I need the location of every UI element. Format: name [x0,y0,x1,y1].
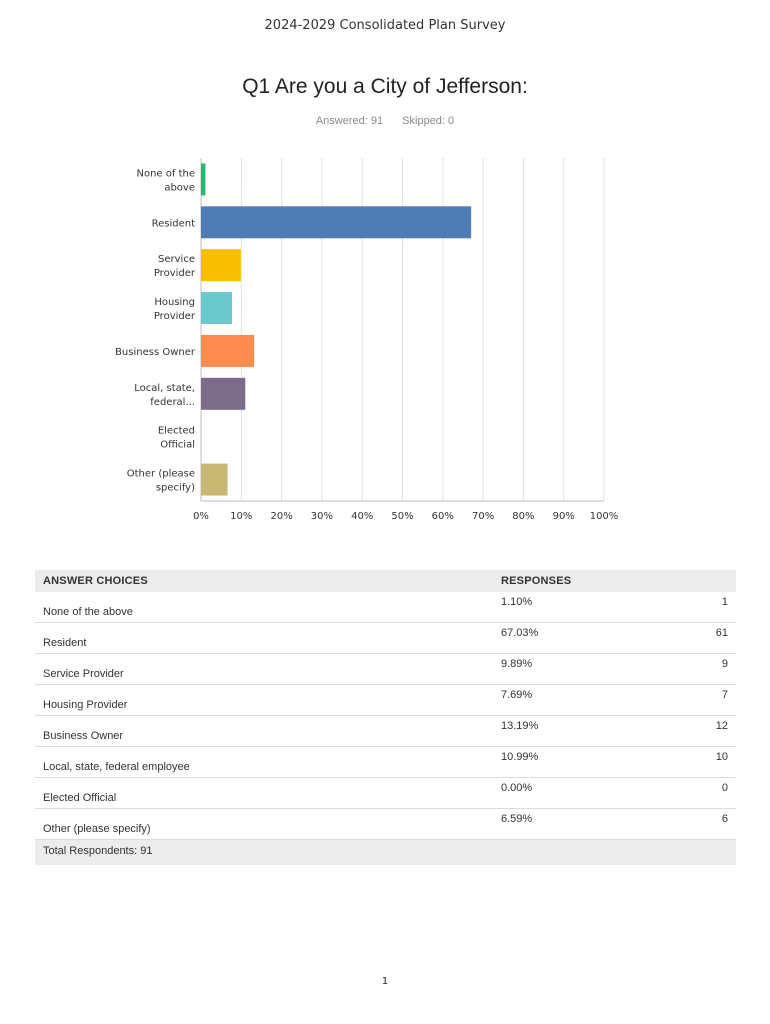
answer-choice-cell: Housing Provider [35,684,493,716]
category-label: Business Owner [115,347,196,358]
response-percent-cell: 67.03% [493,622,652,654]
response-percent-cell: 0.00% [493,777,652,809]
responses-header: RESPONSES [493,570,736,592]
response-count-cell: 10 [651,746,736,778]
x-tick-label: 40% [351,511,373,522]
bar-7 [201,463,228,496]
bar-5 [201,377,246,410]
category-label: Housing Provider [154,297,196,322]
table-header-row: ANSWER CHOICES RESPONSES [35,570,736,592]
response-percent-cell: 9.89% [493,653,652,685]
table-row: Business Owner 13.19% 12 [35,715,736,747]
answer-choice-cell: Other (please specify) [35,808,493,840]
table-row: Resident 67.03% 61 [35,622,736,654]
x-tick-label: 60% [432,511,454,522]
response-count-cell: 6 [651,808,736,840]
x-tick-label: 100% [590,511,619,522]
response-bar-chart: None of the above Resident Service Provider H… [115,158,618,522]
chart-x-tick-labels: 0% 10% 20% 30% 40% 50% 60% 70% 80% 90% 100% [193,511,618,522]
response-percent-cell: 10.99% [493,746,652,778]
table-row: Elected Official 0.00% 0 [35,777,736,809]
answers-table: ANSWER CHOICES RESPONSES None of the abo… [35,570,736,865]
category-label: Elected Official [158,426,195,451]
response-count-cell: 12 [651,715,736,747]
chart-bars [201,163,472,496]
question-stats: Answered: 91 Skipped: 0 [0,115,770,127]
answer-choice-cell: Local, state, federal employee [35,746,493,778]
bar-3 [201,292,232,325]
response-percent-cell: 1.10% [493,592,652,623]
total-respondents-row: Total Respondents: 91 [35,839,736,865]
answer-choice-cell: Business Owner [35,715,493,747]
x-tick-label: 70% [472,511,494,522]
table-row: None of the above 1.10% 1 [35,592,736,623]
bar-2 [201,249,241,282]
table-row: Service Provider 9.89% 9 [35,653,736,685]
document-header: 2024-2029 Consolidated Plan Survey [264,18,506,33]
page-number: 1 [381,976,389,987]
chart-category-labels: None of the above Resident Service Provider H… [115,168,196,493]
total-respondents-label: Total Respondents: 91 [35,839,493,865]
response-percent-cell: 13.19% [493,715,652,747]
response-count-cell: 7 [651,684,736,716]
answer-choices-header: ANSWER CHOICES [35,570,493,592]
skipped-count: Skipped: 0 [402,115,455,127]
x-tick-label: 10% [230,511,252,522]
category-label: Resident [152,218,195,229]
x-tick-label: 30% [311,511,333,522]
response-percent-cell: 6.59% [493,808,652,840]
category-label: Other (please specify) [127,469,195,494]
response-percent-cell: 7.69% [493,684,652,716]
x-tick-label: 50% [391,511,413,522]
table-row: Housing Provider 7.69% 7 [35,684,736,716]
category-label: None of the above [137,168,196,193]
total-respondents-spacer [493,839,736,865]
category-label: Service Provider [154,254,196,279]
bar-1 [201,206,472,239]
answer-choice-cell: Resident [35,622,493,654]
table-row: Local, state, federal employee 10.99% 10 [35,746,736,778]
response-count-cell: 9 [651,653,736,685]
x-tick-label: 20% [270,511,292,522]
question-title: Q1 Are you a City of Jefferson: [242,75,528,98]
bar-4 [201,334,255,367]
response-count-cell: 0 [651,777,736,809]
category-label: Local, state, federal... [134,383,195,408]
answer-choice-cell: Elected Official [35,777,493,809]
bar-0 [201,163,206,196]
answered-count: Answered: 91 [315,115,384,127]
x-tick-label: 0% [193,511,209,522]
answer-choice-cell: None of the above [35,592,493,623]
x-tick-label: 90% [553,511,575,522]
response-count-cell: 1 [651,592,736,623]
response-count-cell: 61 [651,622,736,654]
answer-choice-cell: Service Provider [35,653,493,685]
table-row: Other (please specify) 6.59% 6 [35,808,736,840]
x-tick-label: 80% [512,511,534,522]
